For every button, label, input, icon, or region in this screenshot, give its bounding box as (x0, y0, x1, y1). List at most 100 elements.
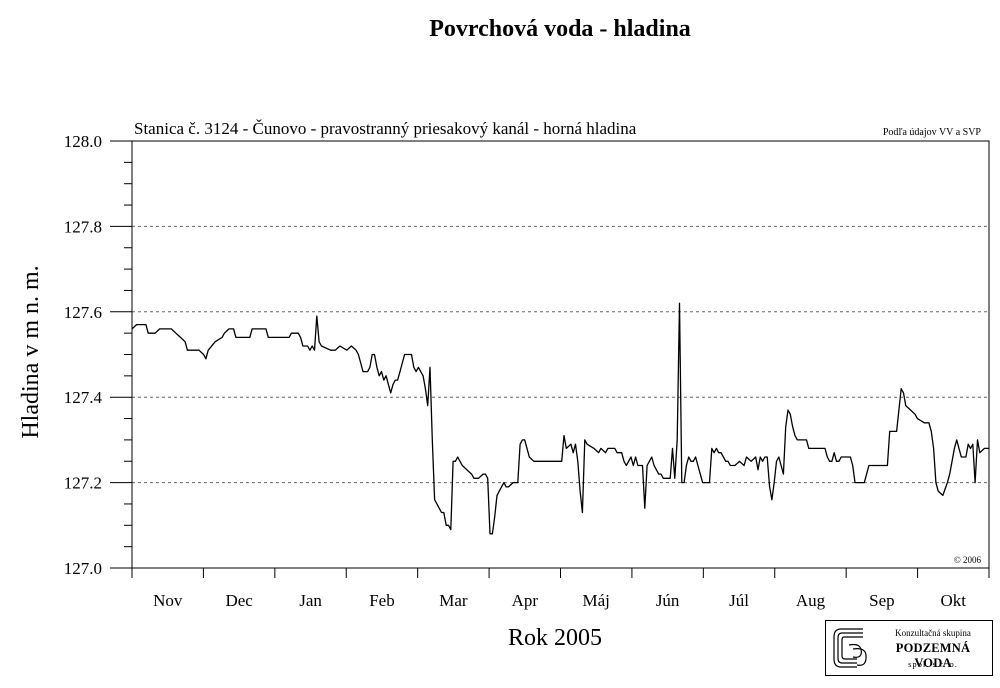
data-point (794, 435, 795, 436)
data-point (864, 482, 865, 483)
copyright-note: © 2006 (954, 555, 982, 565)
data-point (605, 452, 606, 453)
data-point (762, 461, 763, 462)
data-point (649, 461, 650, 462)
data-point (771, 499, 772, 500)
data-point (566, 448, 567, 449)
data-point (660, 474, 661, 475)
data-point (938, 491, 939, 492)
data-point (917, 418, 918, 419)
data-point (205, 358, 206, 359)
data-point (439, 508, 440, 509)
data-point (679, 303, 680, 304)
data-point (321, 345, 322, 346)
data-point (841, 456, 842, 457)
data-point (235, 337, 236, 338)
data-point (968, 444, 969, 445)
data-point (868, 465, 869, 466)
data-point (416, 371, 417, 372)
data-point (834, 452, 835, 453)
data-point (776, 461, 777, 462)
data-point (346, 350, 347, 351)
data-point (499, 491, 500, 492)
data-point (215, 341, 216, 342)
data-point (686, 465, 687, 466)
data-point (187, 350, 188, 351)
data-point (432, 439, 433, 440)
data-point (369, 367, 370, 368)
data-point (988, 448, 989, 449)
data-point (473, 478, 474, 479)
data-point (335, 350, 336, 351)
data-point (677, 439, 678, 440)
data-point (658, 474, 659, 475)
data-point (459, 461, 460, 462)
data-point (931, 431, 932, 432)
data-point (866, 474, 867, 475)
data-point (298, 333, 299, 334)
data-point (584, 439, 585, 440)
data-point (850, 456, 851, 457)
data-point (526, 448, 527, 449)
data-point (979, 452, 980, 453)
data-point (513, 482, 514, 483)
data-point (372, 354, 373, 355)
data-point (563, 435, 564, 436)
data-point (376, 367, 377, 368)
data-point (441, 512, 442, 513)
data-point (665, 478, 666, 479)
data-point (716, 448, 717, 449)
data-point (272, 337, 273, 338)
data-point (471, 474, 472, 475)
data-point (413, 367, 414, 368)
data-point (131, 328, 132, 329)
data-point (700, 474, 701, 475)
data-point (647, 465, 648, 466)
source-note: Podľa údajov VV a SVP (883, 127, 982, 138)
data-point (155, 333, 156, 334)
data-point (644, 508, 645, 509)
x-tick-label: Júl (729, 591, 749, 610)
data-point (268, 337, 269, 338)
data-point (723, 456, 724, 457)
data-point (702, 482, 703, 483)
data-point (663, 478, 664, 479)
x-tick-label: Sep (869, 591, 895, 610)
data-point (744, 465, 745, 466)
data-point (434, 499, 435, 500)
data-point (746, 456, 747, 457)
data-point (684, 482, 685, 483)
data-point (970, 448, 971, 449)
data-point (928, 422, 929, 423)
data-point (307, 345, 308, 346)
data-point (792, 427, 793, 428)
data-point (577, 461, 578, 462)
data-point (889, 431, 890, 432)
data-point (392, 384, 393, 385)
data-point (831, 461, 832, 462)
data-point (351, 345, 352, 346)
data-point (693, 461, 694, 462)
data-point (448, 525, 449, 526)
data-point (356, 350, 357, 351)
data-point (901, 388, 902, 389)
data-point (688, 456, 689, 457)
data-point (503, 482, 504, 483)
data-point (367, 371, 368, 372)
data-point (617, 452, 618, 453)
data-point (797, 439, 798, 440)
data-point (203, 354, 204, 355)
data-point (222, 337, 223, 338)
data-point (829, 461, 830, 462)
data-point (651, 456, 652, 457)
data-point (381, 371, 382, 372)
data-point (972, 444, 973, 445)
data-point (774, 482, 775, 483)
data-point (496, 495, 497, 496)
data-point (714, 452, 715, 453)
data-point (681, 482, 682, 483)
data-point (769, 486, 770, 487)
data-point (455, 461, 456, 462)
x-axis-label: Rok 2005 (508, 625, 602, 651)
data-point (319, 341, 320, 342)
